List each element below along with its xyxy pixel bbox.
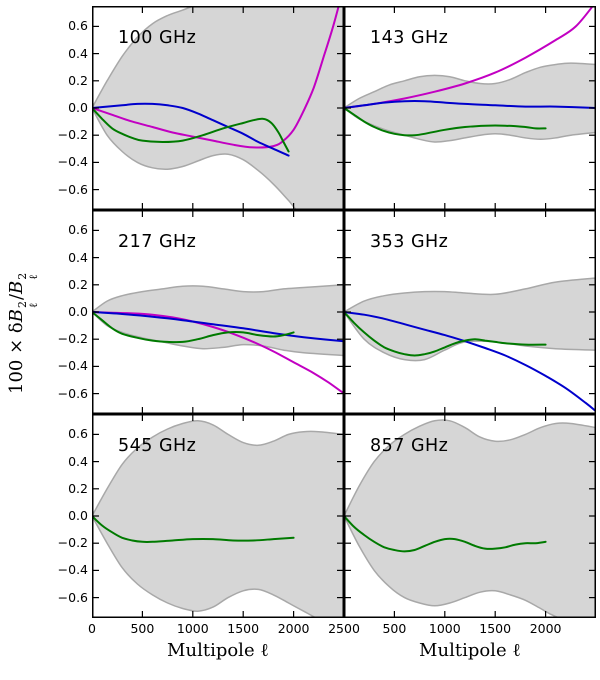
x-tick-label: 1500	[227, 621, 260, 636]
plot-857ghz	[344, 414, 596, 618]
y-tick-label: −0.6	[57, 589, 88, 605]
panel-title: 545 GHz	[118, 436, 197, 456]
uncertainty-band	[344, 63, 596, 143]
panel-title: 353 GHz	[370, 232, 449, 252]
x-tick-label: 2500	[328, 621, 360, 636]
band-upper-edge	[92, 6, 196, 109]
band-lower-edge	[344, 107, 596, 143]
panel-border	[344, 210, 596, 414]
uncertainty-band	[92, 284, 344, 356]
y-tick-label: 0.4	[68, 453, 88, 469]
panel-border	[344, 6, 596, 210]
blue-curve	[92, 102, 290, 157]
y-tick-label: −0.4	[57, 154, 88, 170]
band-lower-edge	[92, 515, 318, 618]
panel-title: 100 GHz	[118, 28, 197, 48]
y-tick-label: 0.2	[68, 72, 88, 88]
y-tick-label: −0.4	[57, 562, 88, 578]
plot-grid: 100 GHz 143 GHz 217 GHz 353 GHz 545 GHz …	[92, 6, 596, 618]
green-curve	[92, 311, 295, 344]
y-tick-label: −0.6	[57, 181, 88, 197]
x-tick-label: 2000	[529, 621, 562, 636]
green-curve	[344, 311, 547, 357]
y-tick-label: 0.2	[68, 276, 88, 292]
magenta-curve	[92, 311, 344, 395]
ylabel-segment: 100 × δ	[6, 322, 27, 394]
panel-100ghz: 100 GHz	[92, 6, 344, 210]
uncertainty-band	[344, 420, 596, 618]
panel-217ghz: 217 GHz	[92, 210, 344, 414]
blue-curve	[92, 311, 344, 343]
blue-curve	[344, 100, 596, 109]
x-axis-title-left: Multipole ℓ	[167, 640, 269, 661]
y-tick-label: 0.6	[68, 222, 88, 238]
panel-title: 217 GHz	[118, 232, 197, 252]
y-tick-label: 0.6	[68, 18, 88, 34]
y-tick-label: 0.4	[68, 249, 88, 265]
x-tick-label: 500	[130, 621, 155, 636]
y-tick-label: −0.2	[57, 534, 88, 550]
band-upper-edge	[92, 420, 344, 517]
panel-143ghz: 143 GHz	[344, 6, 596, 210]
x-tick-label: 500	[382, 621, 407, 636]
band-lower-edge	[344, 515, 562, 618]
y-tick-label: −0.4	[57, 358, 88, 374]
band-lower-edge	[92, 107, 298, 210]
x-tick-label: 1500	[479, 621, 512, 636]
y-axis-title: 100 × δB 2 ℓ/B 2 ℓ	[6, 272, 40, 394]
y-tick-label: 0.2	[68, 480, 88, 496]
panel-border	[344, 414, 596, 618]
band-upper-edge	[344, 277, 596, 313]
band-lower-edge	[344, 311, 596, 362]
band-upper-edge	[344, 419, 596, 517]
y-tick-label: −0.6	[57, 385, 88, 401]
x-tick-label: 0	[88, 621, 96, 636]
ylabel-segment: /	[6, 293, 27, 301]
y-tick-label: −0.2	[57, 330, 88, 346]
green-curve	[344, 515, 547, 553]
band-upper-edge	[92, 284, 344, 313]
x-axis-title-right: Multipole ℓ	[419, 640, 521, 661]
ylabel-segment: B	[6, 309, 27, 323]
uncertainty-band	[92, 6, 344, 210]
magenta-curve	[92, 6, 340, 149]
y-tick-label: −0.2	[57, 126, 88, 142]
x-tick-label: 1000	[428, 621, 461, 636]
panel-title: 857 GHz	[370, 436, 449, 456]
band-upper-edge	[344, 62, 596, 109]
x-tick-label: 2000	[277, 621, 310, 636]
ylabel-segment: B	[6, 280, 27, 294]
panel-545ghz: 545 GHz	[92, 414, 344, 618]
y-tick-label: 0.6	[68, 426, 88, 442]
y-tick-label: 0.0	[68, 507, 88, 523]
green-curve	[92, 515, 295, 544]
blue-curve	[344, 311, 596, 413]
uncertainty-band	[344, 278, 596, 361]
uncertainty-band	[92, 420, 344, 618]
y-tick-label: 0.0	[68, 303, 88, 319]
plot-353ghz	[344, 210, 596, 414]
band-lower-edge	[92, 311, 344, 357]
y-tick-label: 0.4	[68, 45, 88, 61]
panel-857ghz: 857 GHz	[344, 414, 596, 618]
plot-143ghz	[344, 6, 596, 210]
y-tick-label: 0.0	[68, 99, 88, 115]
panel-title: 143 GHz	[370, 28, 449, 48]
green-curve	[92, 107, 290, 153]
x-tick-label: 1000	[176, 621, 209, 636]
plot-545ghz	[92, 414, 344, 618]
green-curve	[344, 107, 547, 137]
panel-353ghz: 353 GHz	[344, 210, 596, 414]
